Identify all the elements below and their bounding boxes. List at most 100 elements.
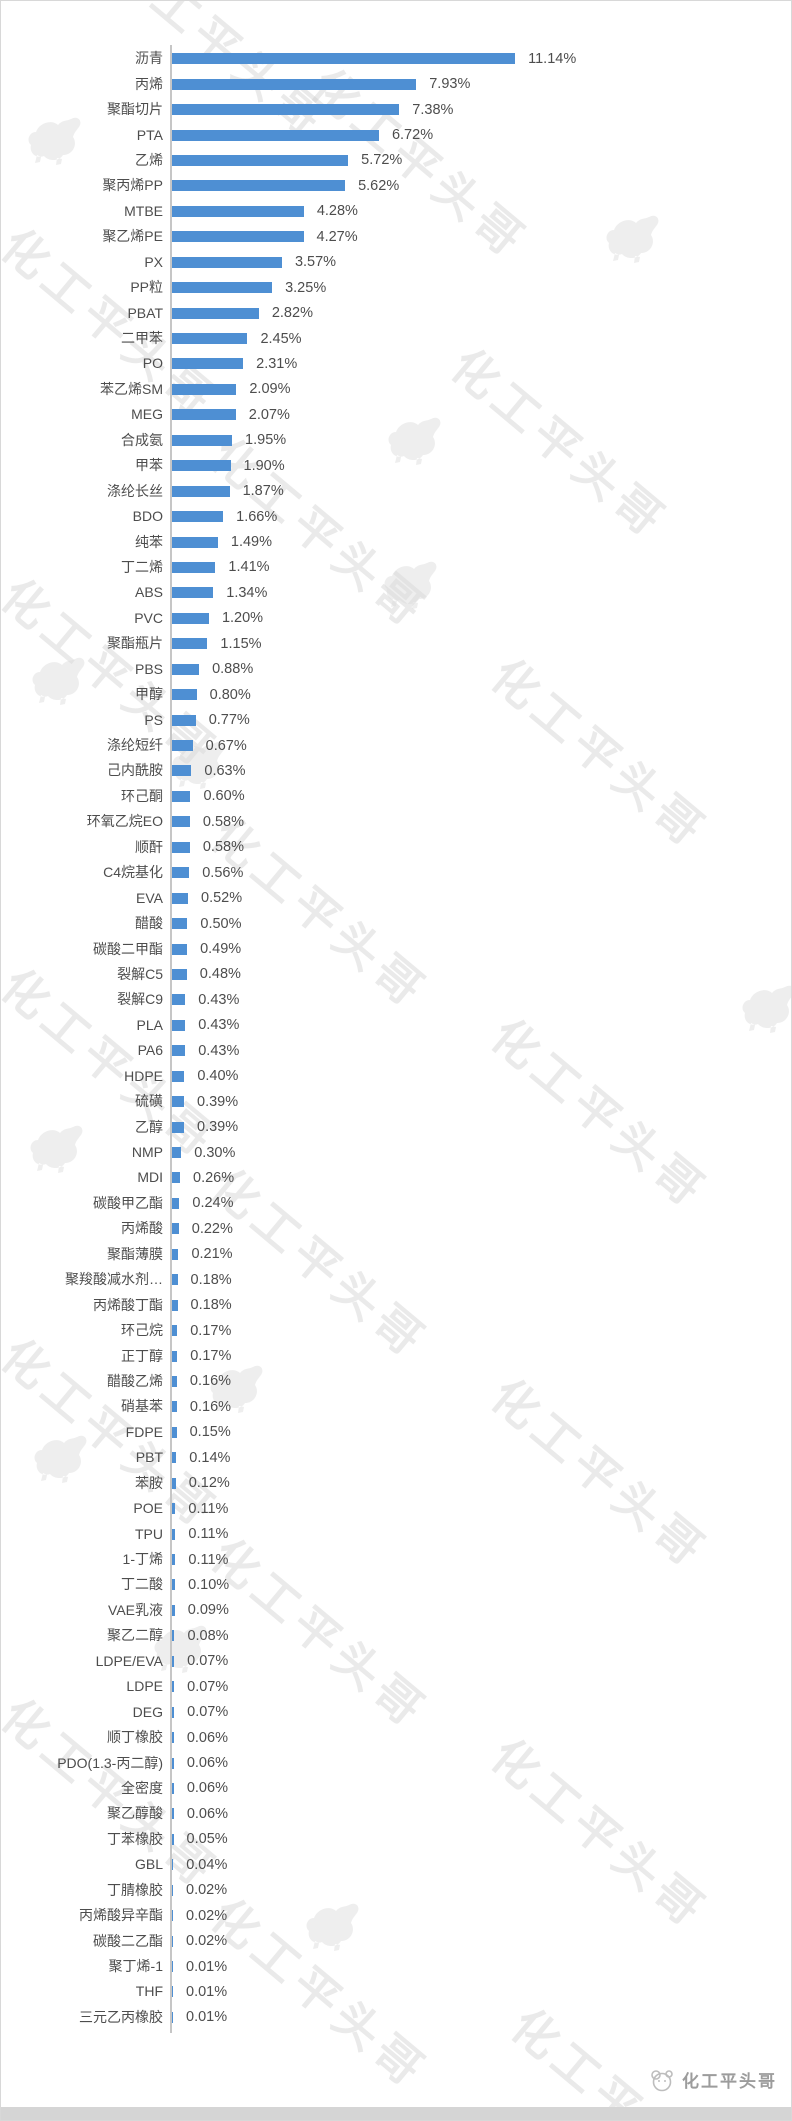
value-label: 0.10% <box>188 1576 230 1593</box>
value-label: 0.24% <box>192 1195 234 1212</box>
bar <box>172 1528 176 1540</box>
bar-row: PBS 0.88% <box>1 657 791 682</box>
bar-row: 裂解C9 0.43% <box>1 987 791 1012</box>
bar-row: 碳酸二乙酯 0.02% <box>1 1928 791 1953</box>
category-label: PTA <box>136 126 163 143</box>
category-label: 合成氨 <box>121 431 163 448</box>
bar <box>172 1197 180 1209</box>
category-label: 硝基苯 <box>121 1398 163 1415</box>
value-label: 2.82% <box>271 305 313 322</box>
value-label: 2.09% <box>249 381 291 398</box>
bar-track: 0.63% <box>170 758 246 783</box>
bar-track: 1.49% <box>170 529 272 554</box>
bar-track: 2.31% <box>170 351 297 376</box>
value-label: 0.48% <box>199 966 241 983</box>
value-label: 0.07% <box>187 1653 229 1670</box>
category-label: 丙烯酸异辛酯 <box>79 1907 163 1924</box>
value-label: 0.11% <box>188 1500 229 1517</box>
value-label: 4.27% <box>316 228 358 245</box>
value-label: 0.16% <box>189 1398 232 1415</box>
bar <box>172 282 273 294</box>
category-label: C4烷基化 <box>103 864 163 881</box>
bar <box>172 231 304 243</box>
bar-row: 丁苯橡胶 0.05% <box>1 1827 791 1852</box>
bar-track: 0.12% <box>170 1471 230 1496</box>
bar-row: PBT 0.14% <box>1 1445 791 1470</box>
bar <box>172 1325 178 1337</box>
bar-track: 1.95% <box>170 428 286 453</box>
value-label: 0.56% <box>202 864 244 881</box>
bar-track: 0.04% <box>170 1852 227 1877</box>
category-label: 纯苯 <box>135 533 163 550</box>
bar <box>172 1147 182 1159</box>
bar <box>172 1223 179 1235</box>
category-label: 涤纶短纤 <box>107 737 163 754</box>
bar-row: 碳酸甲乙酯 0.24% <box>1 1191 791 1216</box>
value-label: 0.43% <box>198 1017 240 1034</box>
bar-row: 沥青 11.14% <box>1 46 791 71</box>
bar-row: BDO 1.66% <box>1 504 791 529</box>
bar-row: 环己酮 0.60% <box>1 784 791 809</box>
value-label: 1.34% <box>226 584 268 601</box>
bar <box>172 1910 173 1922</box>
bar-row: PO 2.31% <box>1 351 791 376</box>
bar-track: 0.17% <box>170 1318 231 1343</box>
value-label: 0.30% <box>194 1144 236 1161</box>
value-label: 0.40% <box>197 1068 239 1085</box>
value-label: 0.39% <box>197 1119 239 1136</box>
category-label: POE <box>133 1500 163 1517</box>
bar <box>172 154 349 166</box>
bar-track: 0.49% <box>170 936 241 961</box>
footer: 化工平头哥 <box>648 2067 777 2092</box>
bar-track: 0.18% <box>170 1292 232 1317</box>
bar-row: TPU 0.11% <box>1 1521 791 1546</box>
category-label: PA6 <box>137 1042 163 1059</box>
value-label: 2.07% <box>248 406 290 423</box>
bar-row: PX 3.57% <box>1 250 791 275</box>
value-label: 1.20% <box>221 610 264 627</box>
category-label: 硫磺 <box>135 1093 163 1110</box>
bar-row: VAE乳液 0.09% <box>1 1598 791 1623</box>
value-label: 0.58% <box>202 813 244 830</box>
value-label: 0.43% <box>198 1042 240 1059</box>
bar-track: 0.06% <box>170 1725 228 1750</box>
category-label: 碳酸二甲酯 <box>93 940 163 957</box>
bar-row: HDPE 0.40% <box>1 1064 791 1089</box>
bar-track: 2.82% <box>170 300 313 325</box>
bar <box>172 1019 186 1031</box>
bar-row: 聚乙二醇 0.08% <box>1 1623 791 1648</box>
bar-row: 丁二烯 1.41% <box>1 555 791 580</box>
bar-row: LDPE 0.07% <box>1 1674 791 1699</box>
category-label: GBL <box>134 1856 163 1873</box>
bar-track: 0.14% <box>170 1445 230 1470</box>
bar-chart: 沥青 11.14% 丙烯 7.93% 聚酯切片 7.38% PTA 6.72% 乙烯 5.72% 聚… <box>1 46 791 2030</box>
bar-track: 2.45% <box>170 326 302 351</box>
bar-row: 涤纶短纤 0.67% <box>1 733 791 758</box>
bar-row: 甲苯 1.90% <box>1 453 791 478</box>
category-label: PP粒 <box>130 279 163 296</box>
value-label: 0.50% <box>200 915 242 932</box>
bar <box>172 1248 179 1260</box>
category-label: 环己烷 <box>121 1322 163 1339</box>
bar <box>172 104 400 116</box>
value-label: 0.77% <box>208 712 250 729</box>
value-label: 0.05% <box>186 1831 228 1848</box>
bar-row: 聚羧酸减水剂… 0.18% <box>1 1267 791 1292</box>
category-label: PBS <box>134 660 163 677</box>
bar-row: 顺丁橡胶 0.06% <box>1 1725 791 1750</box>
bar-row: 乙醇 0.39% <box>1 1114 791 1139</box>
value-label: 1.49% <box>230 534 273 551</box>
bar <box>172 1859 174 1871</box>
category-label: DEG <box>132 1703 163 1720</box>
bar-track: 0.39% <box>170 1089 238 1114</box>
bar-track: 0.40% <box>170 1064 238 1089</box>
bar-row: 碳酸二甲酯 0.49% <box>1 936 791 961</box>
bar-row: MTBE 4.28% <box>1 199 791 224</box>
value-label: 0.08% <box>187 1627 229 1644</box>
bar <box>172 1350 178 1362</box>
category-label: PBT <box>135 1449 163 1466</box>
value-label: 0.01% <box>186 1958 228 1975</box>
brand-logo-icon <box>648 2068 676 2092</box>
bar <box>172 511 224 523</box>
bar <box>172 1808 174 1820</box>
